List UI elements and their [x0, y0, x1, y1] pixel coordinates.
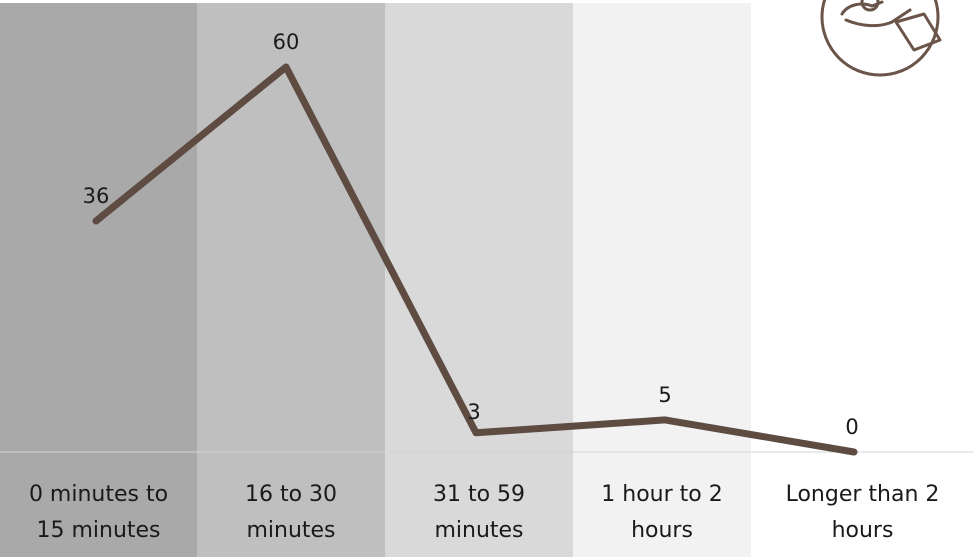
- data-label: 36: [83, 184, 110, 208]
- category-label: 0 minutes to 15 minutes: [29, 482, 168, 543]
- category-label: 1 hour to 2 hours: [601, 482, 722, 543]
- data-label: 5: [658, 383, 671, 407]
- category-band: [385, 3, 573, 557]
- data-label: 0: [845, 415, 858, 439]
- data-labels: 36 60 3 5 0: [83, 30, 859, 439]
- category-band: [573, 3, 751, 557]
- category-bands: [0, 3, 974, 557]
- category-band: [0, 3, 197, 557]
- category-labels: 0 minutes to 15 minutes 16 to 30 minutes 31 …: [29, 482, 939, 543]
- category-label: Longer than 2 hours: [786, 482, 940, 543]
- category-band: [751, 3, 974, 557]
- category-label: 16 to 30 minutes: [245, 482, 337, 543]
- category-band: [197, 3, 385, 557]
- data-label: 60: [273, 30, 300, 54]
- category-label: 31 to 59 minutes: [433, 482, 525, 543]
- data-label: 3: [467, 400, 480, 424]
- hand-holding-icon: [820, 0, 942, 77]
- series-line: [92, 63, 858, 456]
